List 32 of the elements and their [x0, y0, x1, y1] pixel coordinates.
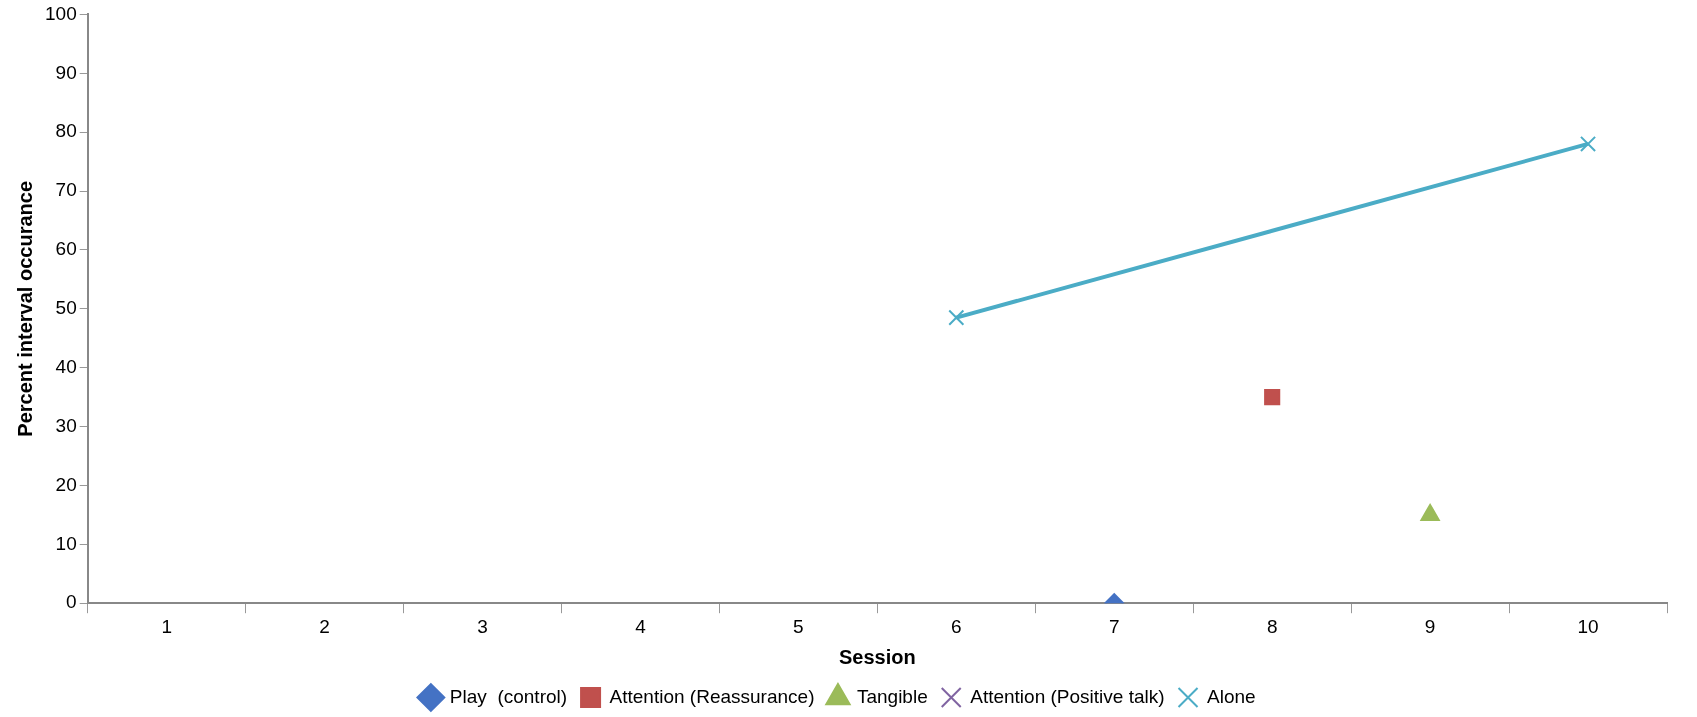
y-tick-label: 10	[55, 532, 77, 554]
x-tick-label: 5	[793, 615, 804, 637]
y-tick-label: 70	[55, 179, 77, 201]
y-tick-label: 30	[55, 414, 77, 436]
point	[1579, 135, 1597, 153]
legend-label: Attention (Reassurance)	[609, 685, 815, 707]
point	[948, 309, 965, 326]
legend-label: Attention (Positive talk)	[970, 685, 1165, 707]
y-tick-label: 40	[55, 355, 77, 377]
x-tick-label: 4	[635, 615, 647, 637]
y-axis-title: Percent interval occurance	[13, 180, 36, 437]
y-tick-label: 60	[55, 238, 77, 260]
point	[1264, 389, 1281, 406]
y-tick-label: 50	[55, 297, 77, 319]
x-axis-title: Session	[839, 645, 916, 668]
y-tick-label: 80	[55, 120, 77, 142]
x-tick-label: 2	[319, 615, 330, 637]
legend-label: Tangible	[856, 685, 928, 707]
legend-label: Play (control)	[449, 685, 568, 707]
legend-label: Alone	[1207, 685, 1256, 707]
y-tick-label: 90	[55, 61, 77, 83]
x-tick-label: 8	[1266, 615, 1278, 637]
x-tick-label: 10	[1577, 615, 1599, 637]
y-tick-label: 20	[55, 473, 77, 495]
y-tick-label: 0	[66, 591, 77, 613]
x-tick-label: 1	[161, 615, 172, 637]
x-tick-label: 7	[1108, 615, 1120, 637]
y-tick-label: 100	[45, 2, 77, 24]
point	[1420, 503, 1440, 521]
x-tick-label: 3	[477, 615, 488, 637]
x-tick-label: 6	[951, 615, 962, 637]
x-tick-label: 9	[1424, 615, 1436, 637]
